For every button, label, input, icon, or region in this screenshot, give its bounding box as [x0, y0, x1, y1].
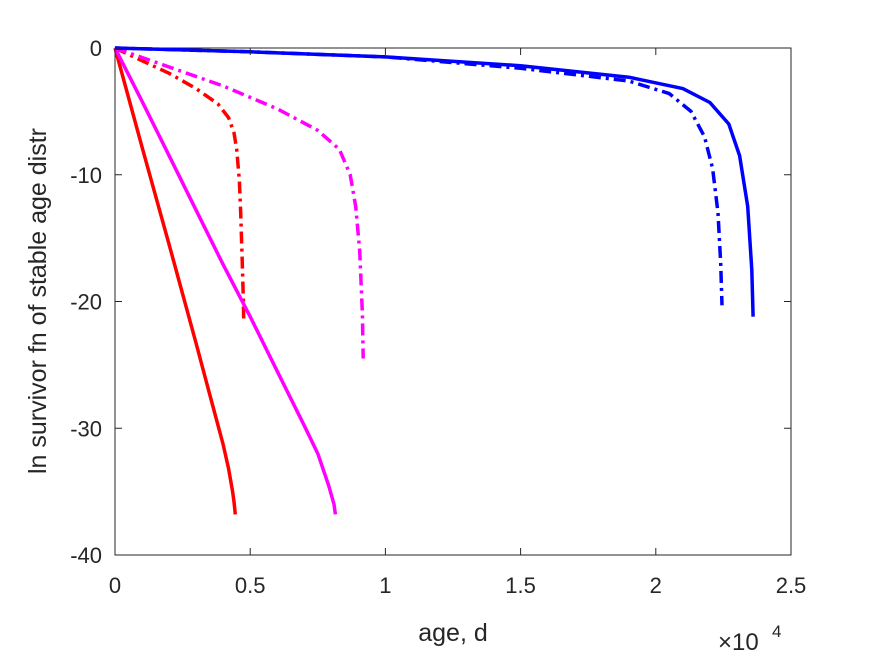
y-ticks: 0 -10 -20 -30 -40 [70, 36, 791, 568]
y-tick-label: 0 [90, 36, 102, 61]
y-axis-label: ln survivor fn of stable age distr [24, 128, 52, 474]
svg-text:4: 4 [772, 622, 781, 641]
x-axis-label: age, d [418, 619, 488, 647]
y-tick-label: -40 [70, 543, 102, 568]
series-line-1 [113, 47, 238, 515]
series-line-3 [113, 47, 338, 515]
x-tick-label: 0 [109, 573, 121, 598]
y-tick-label: -30 [70, 416, 102, 441]
series-layer [113, 46, 755, 515]
y-tick-label: -10 [70, 163, 102, 188]
x-ticks: 0 0.5 1 1.5 2 2.5 [109, 48, 806, 598]
x-tick-label: 2 [650, 573, 662, 598]
plot-area [114, 47, 792, 556]
svg-text:×10: ×10 [718, 629, 759, 656]
y-tick-label: -20 [70, 290, 102, 315]
series-line-2 [114, 46, 246, 321]
series-line-6 [114, 46, 724, 306]
series-line-5 [114, 46, 755, 317]
x-tick-label: 1 [379, 573, 391, 598]
x-tick-label: 1.5 [505, 573, 536, 598]
x-exponent-label: ×10 4 [718, 622, 781, 656]
x-tick-label: 2.5 [776, 573, 807, 598]
x-tick-label: 0.5 [235, 573, 266, 598]
